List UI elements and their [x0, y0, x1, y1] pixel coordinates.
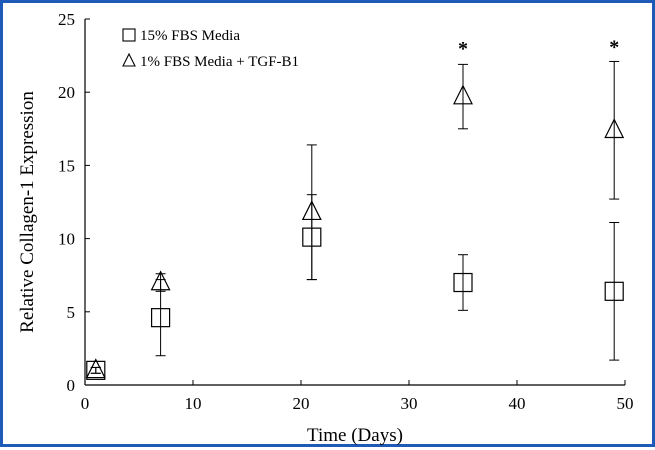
y-tick-label: 15 [58, 156, 75, 175]
data-point-triangle [301, 200, 322, 221]
legend-square-icon [122, 28, 136, 42]
data-point-triangle [85, 358, 106, 379]
y-tick-label: 20 [58, 83, 75, 102]
legend-label: 1% FBS Media + TGF-B1 [140, 54, 299, 70]
axes [84, 19, 625, 386]
annotations: * * [458, 36, 619, 59]
legend: 15% FBS Media 1% FBS Media + TGF-B1 [122, 28, 299, 70]
y-tick-label: 5 [67, 303, 76, 322]
x-tick-label: 40 [509, 394, 526, 413]
data-point-square [453, 272, 473, 293]
x-tick-label: 30 [401, 394, 418, 413]
x-tick-label: 0 [81, 394, 90, 413]
significance-asterisk: * [609, 36, 619, 58]
y-tick-label: 25 [58, 10, 75, 29]
y-tick-label: 10 [58, 230, 75, 249]
y-axis-title: Relative Collagen-1 Expression [17, 91, 38, 333]
data-point-square [604, 281, 624, 301]
data-series [85, 60, 625, 380]
legend-label: 15% FBS Media [140, 28, 240, 44]
x-tick-label: 50 [617, 394, 634, 413]
legend-triangle-icon [122, 52, 136, 67]
x-axis-title: Time (Days) [307, 425, 403, 446]
data-point-triangle [604, 118, 625, 139]
y-tick-label: 0 [67, 376, 76, 395]
significance-asterisk: * [458, 38, 468, 60]
series-fbs-15 [86, 194, 624, 380]
data-point-triangle [453, 84, 473, 105]
x-tick-label: 10 [185, 394, 202, 413]
data-point-square [151, 308, 171, 328]
data-point-square [86, 360, 106, 380]
series-fbs-1-tgf [85, 60, 625, 379]
ticks: 0 10 20 30 40 50 0 5 10 15 20 25 [58, 10, 634, 413]
x-tick-label: 20 [293, 394, 310, 413]
data-point-triangle [150, 270, 171, 291]
